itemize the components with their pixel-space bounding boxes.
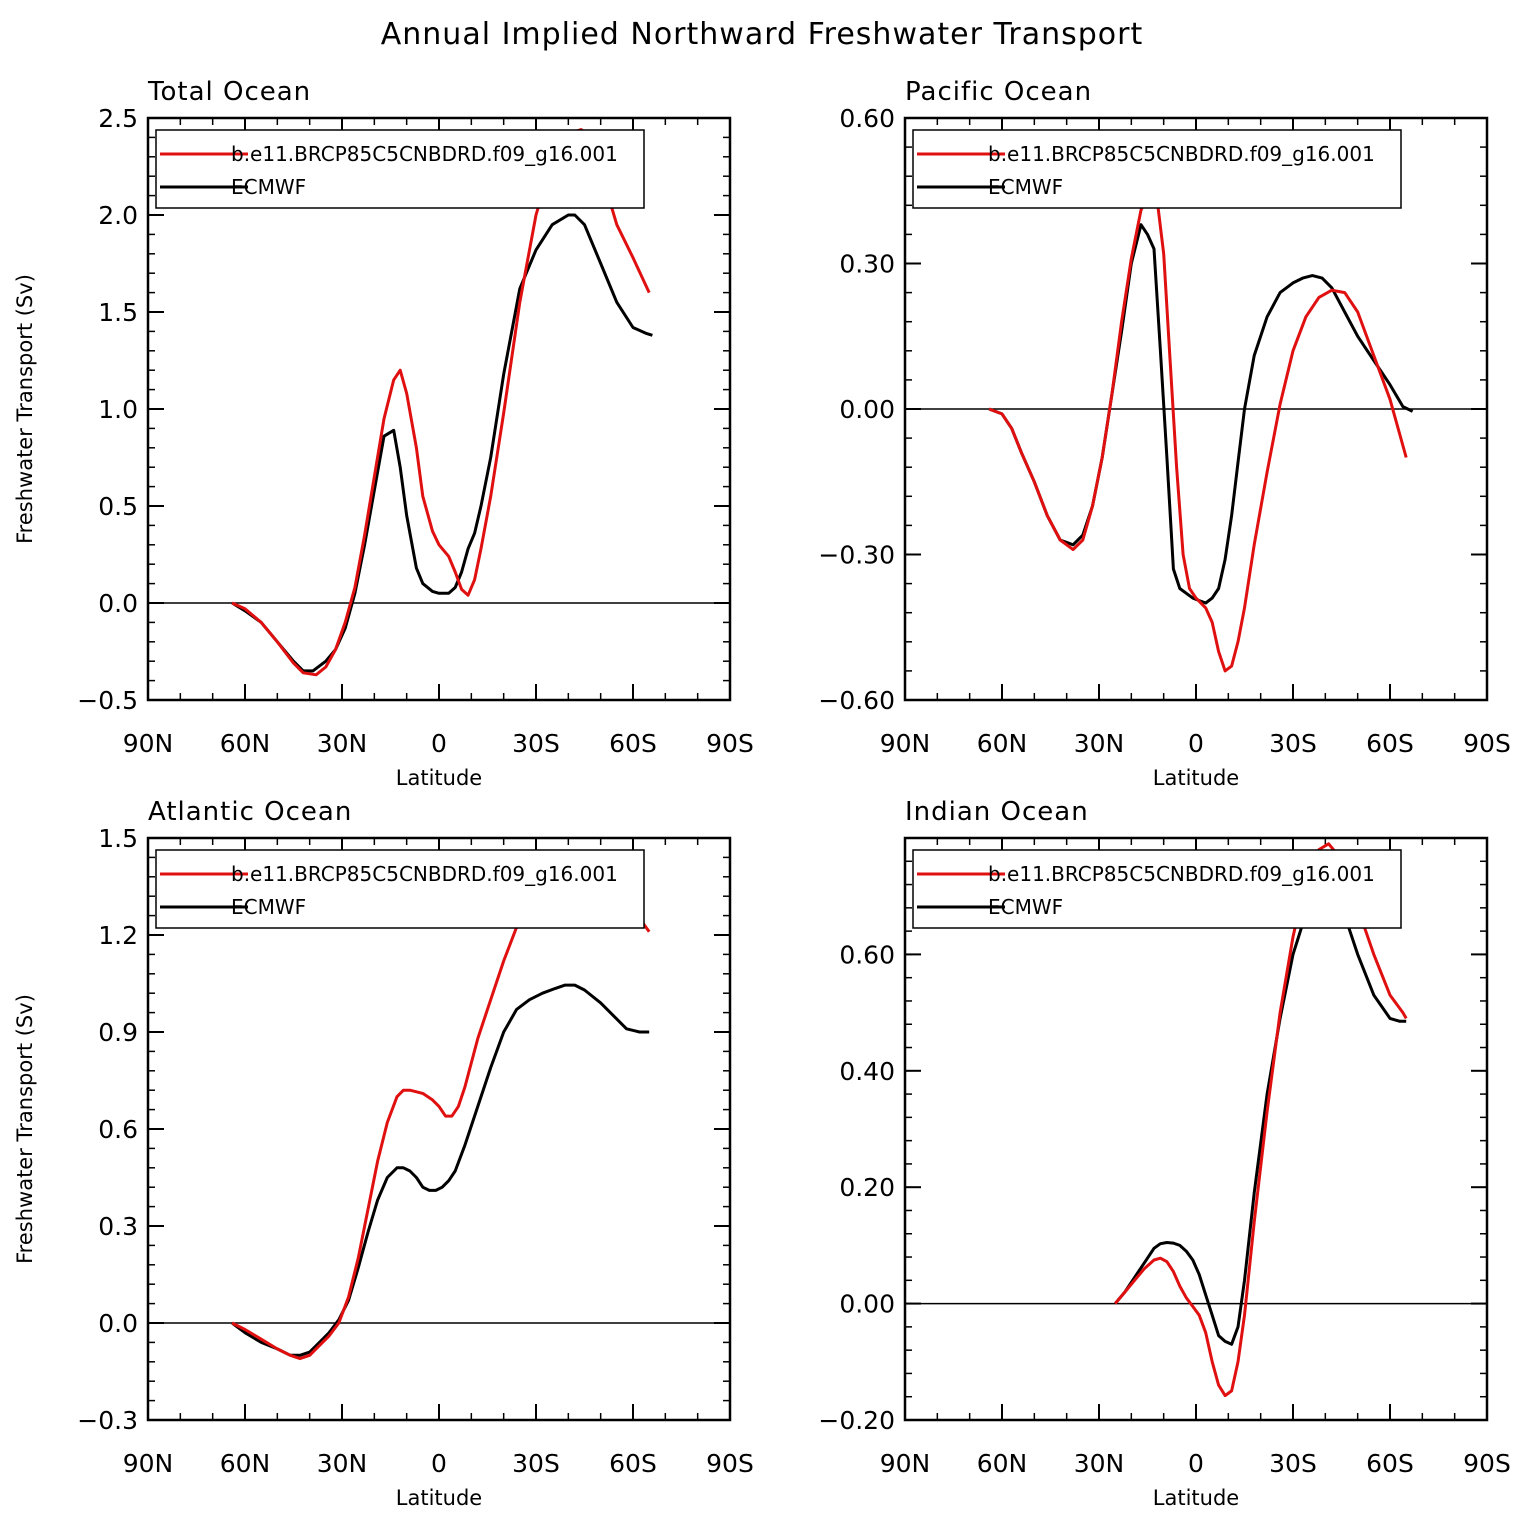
panel-1: Total Ocean −0.5 0.0 0.5 1.0 1.5 2.0 2.5 90N 60N 3… — [13, 77, 754, 790]
y-tick-label: 0.60 — [839, 104, 895, 133]
y-tick-label: 1.0 — [98, 395, 138, 424]
y-tick-label: 2.0 — [98, 201, 138, 230]
x-tick-label: 30N — [317, 729, 368, 758]
plot-frame — [903, 116, 1489, 702]
panel-title: Pacific Ocean — [905, 77, 1092, 107]
legend: b.e11.BRCP85C5CNBDRD.f09_g16.001 ECMWF — [155, 129, 645, 209]
x-tick-label: 90N — [880, 729, 931, 758]
x-tick-label: 90N — [123, 729, 174, 758]
x-tick-label: 0 — [431, 1449, 447, 1478]
x-tick-label: 0 — [1188, 729, 1204, 758]
x-tick-label: 60N — [977, 1449, 1028, 1478]
panel-2: Pacific Ocean −0.60 −0.30 0.00 0.30 0.60 90N 60… — [818, 77, 1510, 790]
legend: b.e11.BRCP85C5CNBDRD.f09_g16.001 ECMWF — [912, 129, 1402, 209]
x-tick-label: 60S — [1366, 729, 1414, 758]
x-axis-label: Latitude — [1153, 1486, 1239, 1510]
y-tick-label: 1.2 — [98, 921, 138, 950]
x-axis-label: Latitude — [396, 1486, 482, 1510]
y-axis-label: Freshwater Transport (Sv) — [13, 274, 37, 544]
series-line-model — [988, 189, 1408, 673]
x-tick-label: 30S — [512, 1449, 560, 1478]
legend-label-ecmwf: ECMWF — [988, 895, 1063, 919]
y-tick-label: 1.5 — [98, 298, 138, 327]
panel-3: Atlantic Ocean −0.3 0.0 0.3 0.6 0.9 1.2 1.5 90N 6… — [13, 797, 754, 1510]
x-tick-label: 30S — [1269, 1449, 1317, 1478]
x-tick-label: 30S — [512, 729, 560, 758]
x-tick-label: 60N — [977, 729, 1028, 758]
x-tick-label: 60S — [1366, 1449, 1414, 1478]
y-tick-label: 0.00 — [839, 1290, 895, 1319]
y-tick-label: 0.40 — [839, 1057, 895, 1086]
legend: b.e11.BRCP85C5CNBDRD.f09_g16.001 ECMWF — [912, 849, 1402, 929]
legend-label-ecmwf: ECMWF — [231, 175, 306, 199]
x-tick-label: 60S — [609, 1449, 657, 1478]
panel-title: Atlantic Ocean — [148, 797, 352, 827]
x-tick-label: 30N — [1074, 1449, 1125, 1478]
x-axis-label: Latitude — [396, 766, 482, 790]
legend-box — [912, 849, 1402, 929]
series-line-ecmwf — [231, 213, 653, 673]
x-tick-label: 90S — [706, 1449, 754, 1478]
panel-4: Indian Ocean −0.20 0.00 0.20 0.40 0.60 90N 60N 3… — [818, 797, 1510, 1510]
x-tick-label: 90N — [880, 1449, 931, 1478]
plot-frame — [903, 836, 1489, 1422]
y-tick-label: 0.5 — [98, 492, 138, 521]
y-tick-label: 0.9 — [98, 1018, 138, 1047]
x-tick-label: 30N — [1074, 729, 1125, 758]
y-tick-label: 0.20 — [839, 1173, 895, 1202]
y-tick-label: −0.60 — [818, 686, 895, 715]
x-axis-label: Latitude — [1153, 766, 1239, 790]
legend-label-ecmwf: ECMWF — [231, 895, 306, 919]
y-tick-label: 0.0 — [98, 1309, 138, 1338]
y-tick-label: 0.60 — [839, 940, 895, 969]
x-tick-label: 90S — [1463, 1449, 1511, 1478]
y-tick-label: −0.3 — [77, 1406, 138, 1435]
legend-label-model: b.e11.BRCP85C5CNBDRD.f09_g16.001 — [988, 862, 1375, 886]
panels: Total Ocean −0.5 0.0 0.5 1.0 1.5 2.0 2.5 90N 60N 3… — [13, 77, 1511, 1510]
legend-box — [155, 129, 645, 209]
y-tick-label: 0.00 — [839, 395, 895, 424]
x-tick-label: 30N — [317, 1449, 368, 1478]
legend-label-ecmwf: ECMWF — [988, 175, 1063, 199]
legend-label-model: b.e11.BRCP85C5CNBDRD.f09_g16.001 — [231, 142, 618, 166]
plot-frame — [146, 836, 732, 1422]
series-line-ecmwf — [231, 983, 650, 1357]
y-axis-label: Freshwater Transport (Sv) — [13, 994, 37, 1264]
panel-title: Indian Ocean — [905, 797, 1089, 827]
x-tick-label: 0 — [431, 729, 447, 758]
figure-title: Annual Implied Northward Freshwater Tran… — [381, 17, 1143, 52]
x-tick-label: 90N — [123, 1449, 174, 1478]
y-tick-label: 0.6 — [98, 1115, 138, 1144]
legend-box — [912, 129, 1402, 209]
y-tick-label: 0.3 — [98, 1212, 138, 1241]
legend: b.e11.BRCP85C5CNBDRD.f09_g16.001 ECMWF — [155, 849, 645, 929]
x-tick-label: 90S — [706, 729, 754, 758]
panel-title: Total Ocean — [147, 77, 311, 107]
y-tick-label: 1.5 — [98, 824, 138, 853]
series-line-ecmwf — [988, 223, 1414, 605]
legend-label-model: b.e11.BRCP85C5CNBDRD.f09_g16.001 — [231, 862, 618, 886]
legend-label-model: b.e11.BRCP85C5CNBDRD.f09_g16.001 — [988, 142, 1375, 166]
x-tick-label: 60N — [220, 729, 271, 758]
x-tick-label: 30S — [1269, 729, 1317, 758]
legend-box — [155, 849, 645, 929]
y-tick-label: 0.30 — [839, 250, 895, 279]
x-tick-label: 60S — [609, 729, 657, 758]
x-tick-label: 60N — [220, 1449, 271, 1478]
y-tick-label: −0.5 — [77, 686, 138, 715]
y-tick-label: −0.20 — [818, 1406, 895, 1435]
x-tick-label: 90S — [1463, 729, 1511, 758]
plot-frame — [146, 116, 732, 702]
y-tick-label: −0.30 — [818, 541, 895, 570]
y-tick-label: 2.5 — [98, 104, 138, 133]
y-tick-label: 0.0 — [98, 589, 138, 618]
x-tick-label: 0 — [1188, 1449, 1204, 1478]
